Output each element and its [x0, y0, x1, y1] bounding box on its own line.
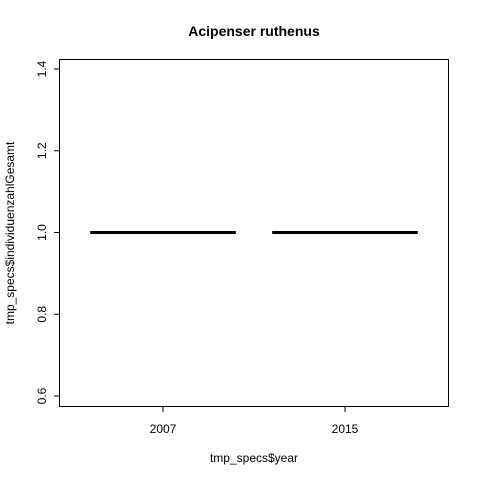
y-tick-label: 0.8 — [35, 306, 49, 323]
x-tick-label: 2015 — [332, 422, 359, 436]
y-axis: 0.6 0.8 1.0 1.2 1.4 — [35, 60, 60, 404]
y-axis-label: tmp_specs$individuenzahlGesamt — [3, 141, 17, 324]
x-tick-label: 2007 — [150, 422, 177, 436]
y-tick-label: 1.2 — [35, 142, 49, 159]
y-tick-label: 0.6 — [35, 387, 49, 404]
y-tick-label: 1.4 — [35, 60, 49, 77]
x-axis-label: tmp_specs$year — [210, 451, 298, 465]
y-tick-label: 1.0 — [35, 224, 49, 241]
chart-title: Acipenser ruthenus — [188, 23, 320, 39]
x-axis: 2007 2015 — [150, 406, 359, 436]
